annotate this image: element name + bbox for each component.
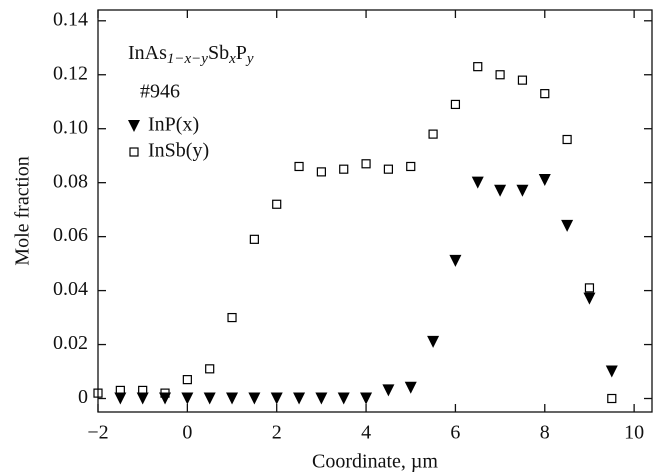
plot-frame	[97, 9, 653, 413]
marker	[516, 184, 529, 197]
marker	[427, 335, 440, 348]
marker	[114, 392, 127, 405]
marker	[160, 388, 170, 398]
formula-part: P	[236, 42, 247, 64]
x-tick-label: 2	[272, 422, 282, 444]
marker	[360, 392, 373, 405]
y-tick-label: 0	[78, 386, 88, 408]
y-tick-label: 0.06	[53, 224, 88, 246]
y-tick-label: 0.04	[53, 278, 88, 300]
marker	[316, 167, 326, 177]
marker	[383, 164, 394, 174]
marker	[337, 392, 350, 405]
marker	[583, 292, 596, 305]
formula-sub: y	[245, 51, 254, 67]
legend-label: InP(x)	[148, 114, 199, 136]
marker	[607, 393, 617, 404]
marker	[561, 219, 574, 232]
marker	[538, 173, 551, 186]
marker	[361, 159, 371, 169]
y-tick-label: 0.14	[53, 8, 88, 30]
marker	[181, 392, 194, 405]
legend-label: InSb(y)	[148, 140, 209, 162]
marker	[227, 312, 237, 323]
marker	[272, 199, 282, 209]
marker	[471, 176, 484, 189]
marker	[540, 89, 550, 99]
legend-marker	[129, 147, 139, 157]
marker	[473, 62, 483, 72]
marker	[339, 164, 349, 174]
marker	[517, 75, 528, 85]
marker	[205, 364, 215, 374]
formula-sub: 1−x−y	[167, 51, 208, 67]
marker	[93, 388, 103, 398]
formula-part: InAs	[128, 42, 167, 64]
sample-label: #946	[140, 81, 180, 103]
formula-part: Sb	[208, 42, 229, 64]
marker	[605, 365, 618, 378]
x-tick-label: 6	[450, 422, 460, 444]
y-tick-label: 0.02	[53, 332, 88, 354]
x-axis-label: Coordinate, µm	[312, 451, 438, 473]
marker	[182, 375, 192, 385]
marker	[115, 385, 125, 396]
y-axis-label: Mole fraction	[12, 156, 34, 265]
x-tick-label: 8	[540, 422, 550, 444]
marker	[159, 392, 172, 405]
marker	[450, 99, 461, 110]
marker	[270, 392, 283, 405]
marker	[203, 392, 216, 405]
marker	[248, 392, 261, 405]
marker	[404, 381, 417, 394]
marker	[406, 161, 416, 172]
marker	[494, 184, 507, 197]
marker	[315, 392, 328, 405]
marker	[382, 384, 395, 397]
marker	[562, 134, 572, 145]
y-tick-label: 0.08	[53, 170, 88, 192]
marker	[138, 385, 148, 396]
x-tick-label: −2	[87, 422, 108, 444]
y-tick-label: 0.10	[53, 116, 88, 138]
marker	[249, 234, 259, 244]
marker	[428, 129, 438, 139]
marker	[293, 392, 306, 405]
marker	[449, 254, 462, 267]
formula-sub: x	[228, 51, 236, 67]
x-tick-label: 10	[624, 422, 644, 444]
marker	[294, 161, 304, 172]
x-tick-label: 4	[361, 422, 371, 444]
y-tick-label: 0.12	[53, 62, 88, 84]
marker	[226, 392, 239, 405]
legend-marker	[128, 120, 140, 132]
formula: InAs1−x−ySbxPy	[128, 42, 254, 68]
marker	[584, 283, 595, 293]
marker	[136, 392, 149, 405]
x-tick-label: 0	[182, 422, 192, 444]
marker	[495, 70, 505, 80]
